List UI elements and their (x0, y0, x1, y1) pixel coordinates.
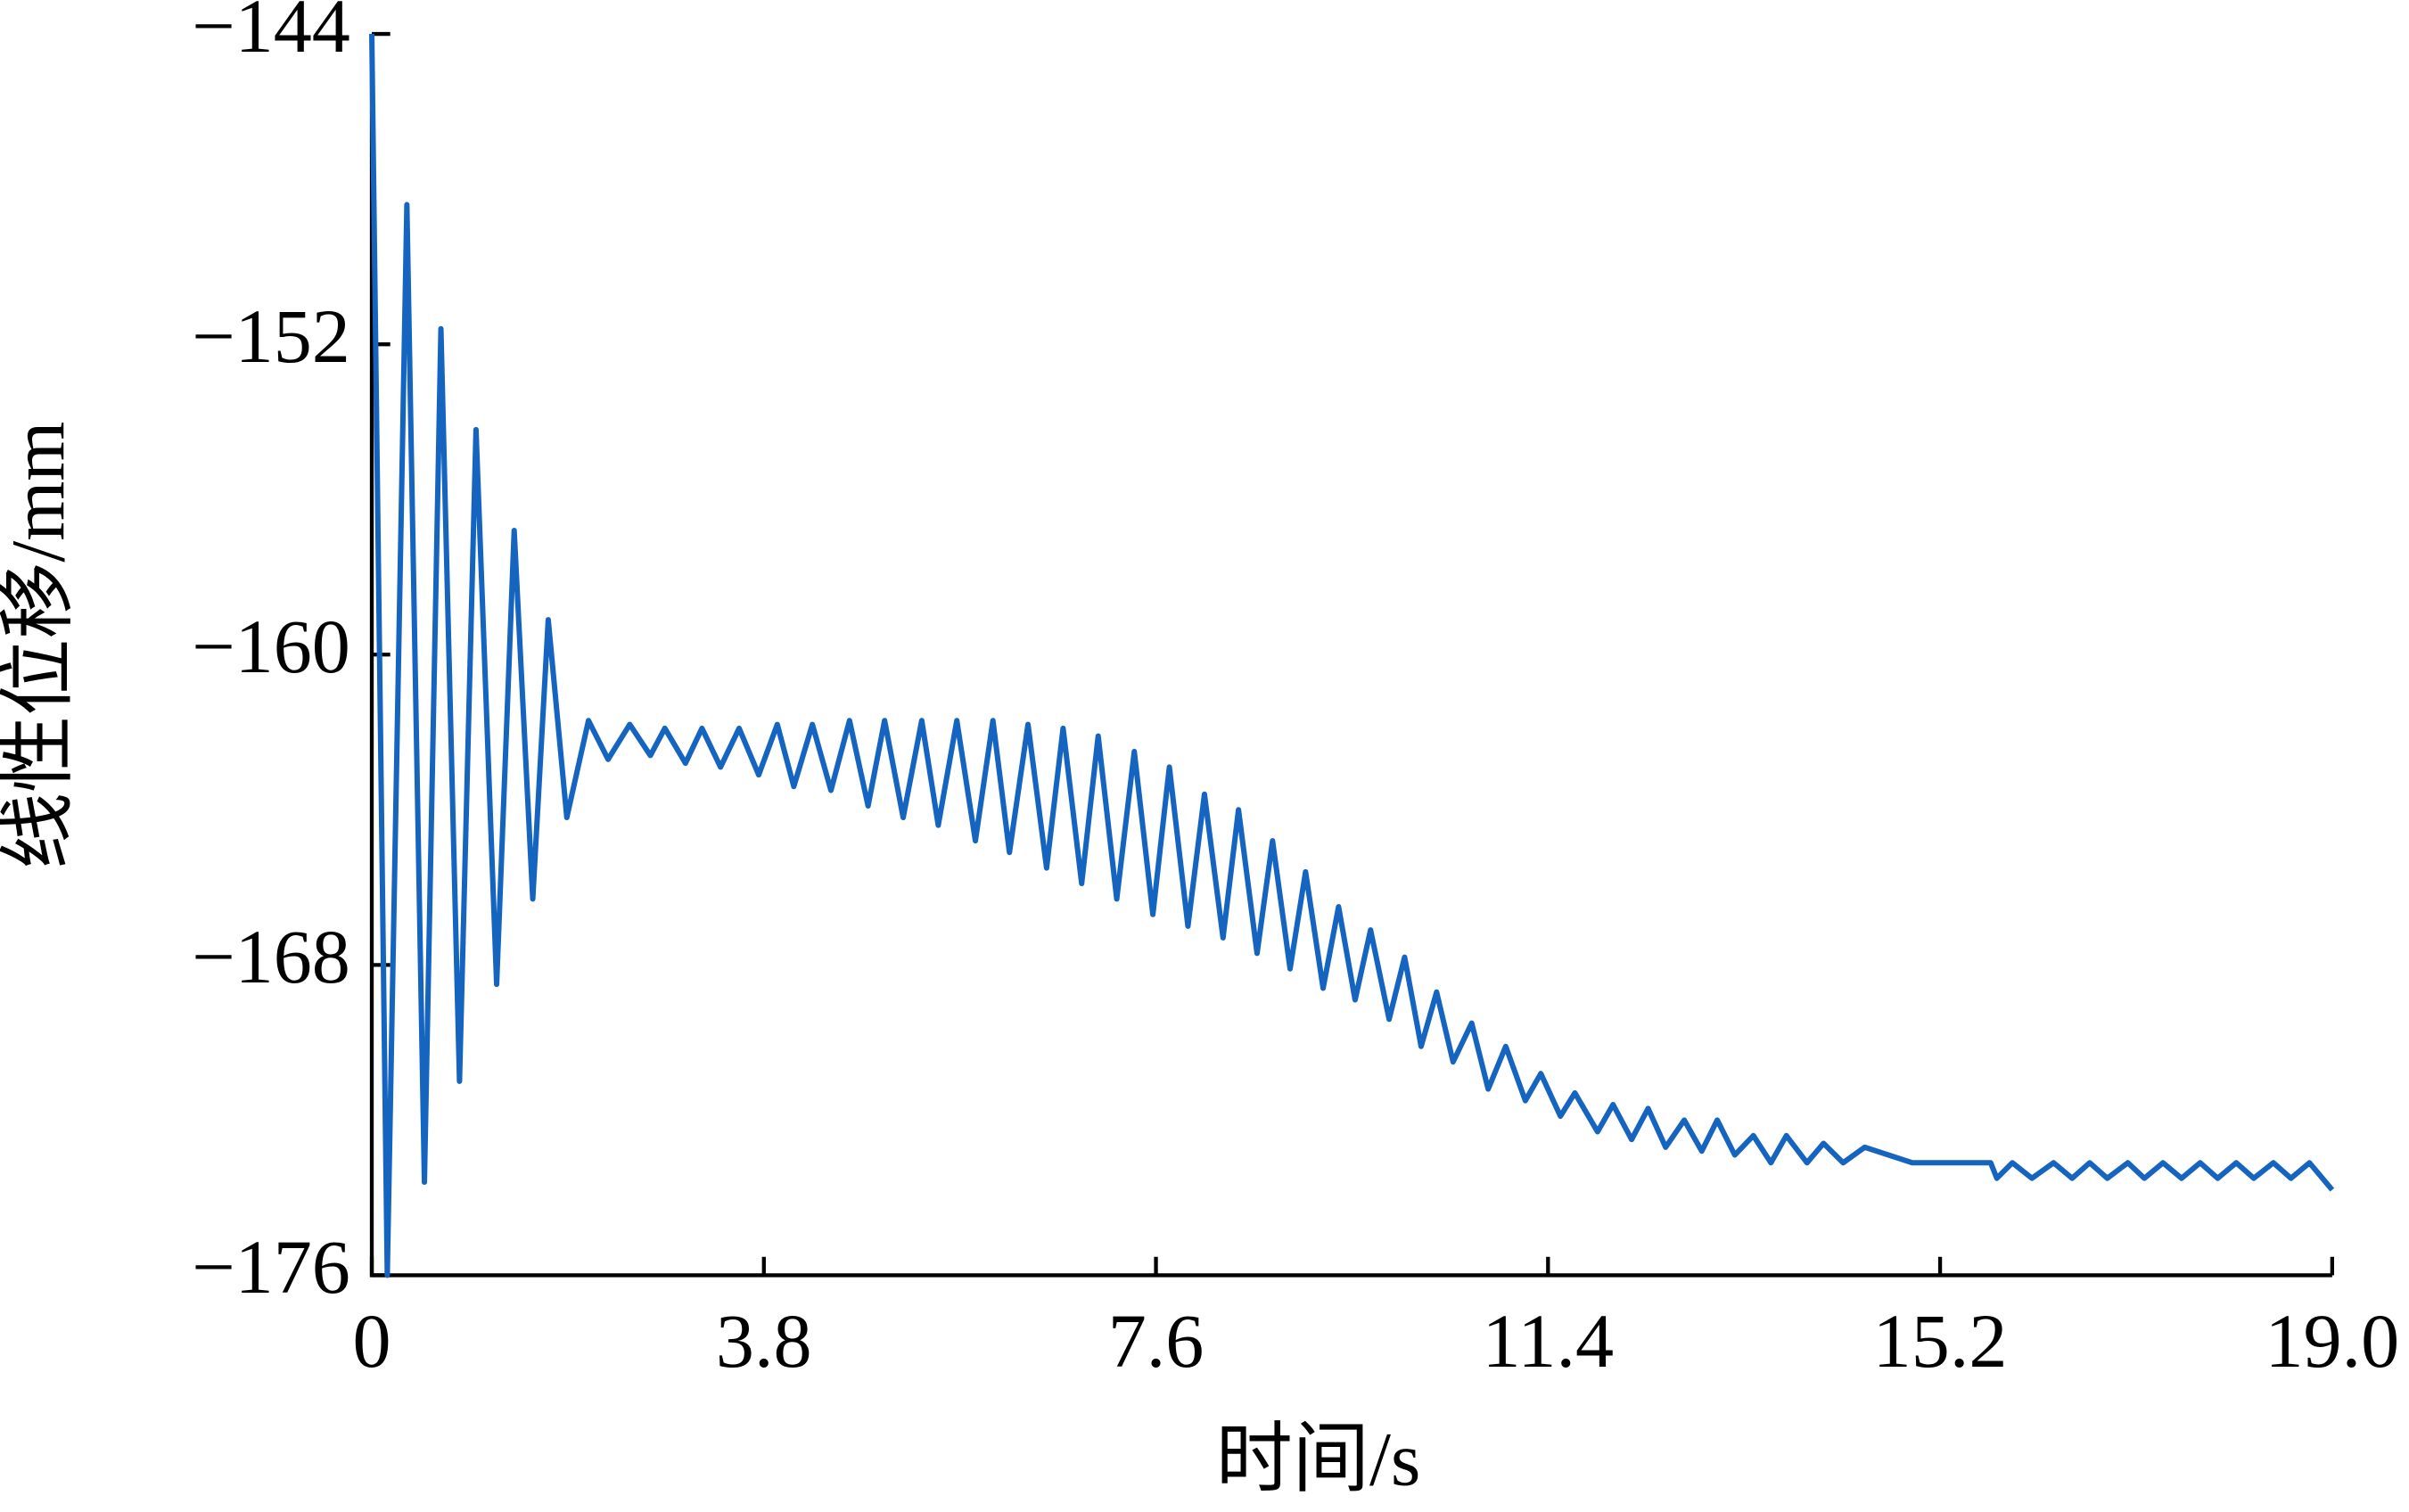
data-line (369, 34, 2335, 1278)
x-tick-label: 15.2 (1873, 1298, 2008, 1384)
x-tick-label: 0 (352, 1298, 391, 1384)
x-tick-label: 11.4 (1483, 1298, 1615, 1384)
y-tick-label: −152 (192, 293, 350, 379)
y-tick-label: −160 (192, 604, 350, 689)
x-tick-label: 7.6 (1108, 1298, 1204, 1384)
x-axis-label: 时间/s (1216, 1417, 1421, 1502)
y-tick-label: −144 (192, 0, 350, 69)
axes (369, 34, 2332, 1278)
x-tick-label: 19.0 (2265, 1298, 2399, 1384)
x-tick-label: 3.8 (716, 1298, 812, 1384)
y-tick-label: −168 (192, 914, 350, 999)
y-axis-label: 线性位移/mm (0, 422, 80, 870)
y-tick-label: −176 (192, 1224, 350, 1310)
